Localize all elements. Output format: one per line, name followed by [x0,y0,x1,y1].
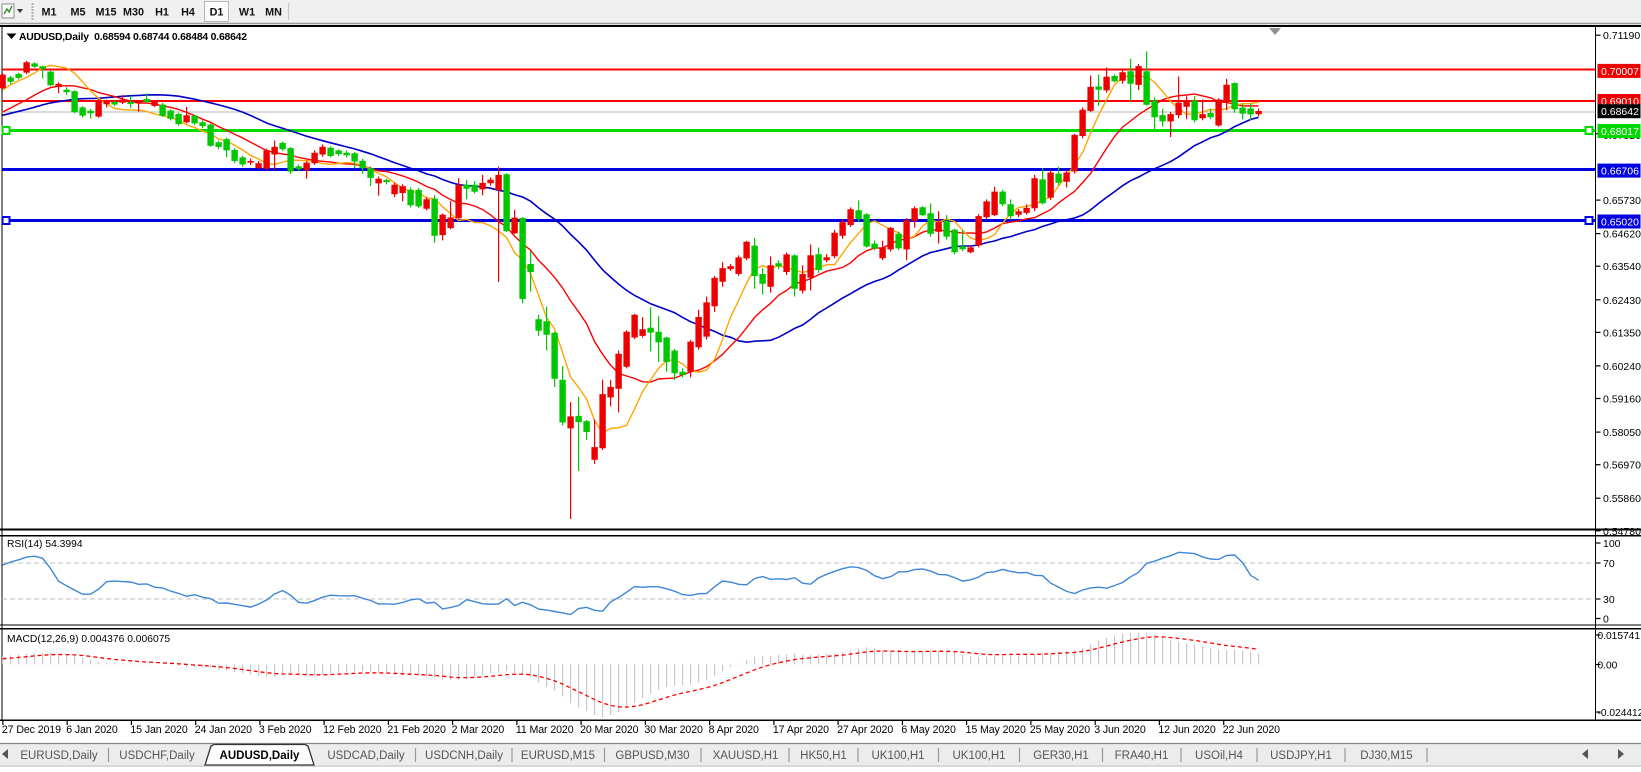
svg-text:22 Jun 2020: 22 Jun 2020 [1223,724,1280,736]
svg-text:17 Apr 2020: 17 Apr 2020 [773,724,829,736]
svg-text:0.58050: 0.58050 [1603,427,1641,439]
svg-text:3 Jun 2020: 3 Jun 2020 [1094,724,1146,736]
svg-text:27 Apr 2020: 27 Apr 2020 [837,724,893,736]
svg-text:UK100,H1: UK100,H1 [871,750,924,762]
svg-text:0.64620: 0.64620 [1603,229,1641,241]
svg-text:20 Mar 2020: 20 Mar 2020 [580,724,639,736]
svg-text:HK50,H1: HK50,H1 [800,750,847,762]
svg-text:W1: W1 [239,7,255,19]
svg-text:6 Jan 2020: 6 Jan 2020 [66,724,118,736]
svg-text:12 Feb 2020: 12 Feb 2020 [323,724,382,736]
svg-text:GER30,H1: GER30,H1 [1033,750,1089,762]
svg-text:0.63540: 0.63540 [1603,261,1641,273]
svg-text:25 May 2020: 25 May 2020 [1030,724,1090,736]
svg-text:27 Dec 2019: 27 Dec 2019 [2,724,61,736]
svg-text:30 Mar 2020: 30 Mar 2020 [644,724,703,736]
svg-text:0.61350: 0.61350 [1603,327,1641,339]
svg-text:0.59160: 0.59160 [1603,394,1641,406]
svg-text:0.60240: 0.60240 [1603,361,1641,373]
svg-text:UK100,H1: UK100,H1 [952,750,1005,762]
svg-text:0.015741: 0.015741 [1598,631,1641,642]
svg-text:15 May 2020: 15 May 2020 [966,724,1026,736]
svg-text:0.66706: 0.66706 [1601,166,1639,178]
svg-text:100: 100 [1603,538,1621,550]
svg-text:15 Jan 2020: 15 Jan 2020 [130,724,187,736]
svg-text:USDCNH,Daily: USDCNH,Daily [425,750,503,762]
svg-text:XAUUSD,H1: XAUUSD,H1 [713,750,779,762]
svg-text:8 Apr 2020: 8 Apr 2020 [709,724,759,736]
svg-text:EURUSD,M15: EURUSD,M15 [521,750,595,762]
svg-text:MN: MN [265,7,282,19]
svg-text:21 Feb 2020: 21 Feb 2020 [387,724,446,736]
svg-text:MACD(12,26,9) 0.004376 0.00607: MACD(12,26,9) 0.004376 0.006075 [7,634,170,645]
svg-text:0.56970: 0.56970 [1603,460,1641,472]
svg-text:30: 30 [1603,594,1615,606]
svg-text:11 Mar 2020: 11 Mar 2020 [516,724,574,736]
svg-text:0.65730: 0.65730 [1603,195,1641,207]
svg-text:0.55860: 0.55860 [1603,493,1641,505]
svg-text:DJ30,M15: DJ30,M15 [1360,750,1412,762]
svg-text:AUDUSD,Daily: AUDUSD,Daily [220,750,300,762]
svg-text:USDCAD,Daily: USDCAD,Daily [327,750,405,762]
svg-text:D1: D1 [210,7,224,19]
svg-text:0.65020: 0.65020 [1601,217,1639,229]
svg-text:0.00: 0.00 [1598,661,1618,672]
svg-text:0: 0 [1603,614,1609,626]
svg-text:USDCHF,Daily: USDCHF,Daily [119,750,195,762]
svg-text:RSI(14) 54.3994: RSI(14) 54.3994 [7,539,83,550]
svg-text:24 Jan 2020: 24 Jan 2020 [195,724,252,736]
svg-text:AUDUSD,Daily 0.68594 0.68744: AUDUSD,Daily 0.68594 0.68744 0.68484 0.6… [19,32,247,43]
svg-text:USOil,H4: USOil,H4 [1195,750,1244,762]
svg-text:EURUSD,Daily: EURUSD,Daily [20,750,98,762]
svg-text:USDJPY,H1: USDJPY,H1 [1270,750,1332,762]
svg-text:M30: M30 [123,7,144,19]
svg-text:-0.024412: -0.024412 [1598,708,1641,719]
svg-text:FRA40,H1: FRA40,H1 [1115,750,1169,762]
svg-text:H4: H4 [181,7,195,19]
svg-text:M15: M15 [95,7,116,19]
svg-text:3 Feb 2020: 3 Feb 2020 [259,724,312,736]
svg-text:0.68017: 0.68017 [1601,126,1639,138]
svg-text:M1: M1 [42,7,57,19]
svg-text:12 Jun 2020: 12 Jun 2020 [1158,724,1215,736]
svg-text:70: 70 [1603,558,1615,570]
svg-text:2 Mar 2020: 2 Mar 2020 [452,724,505,736]
svg-text:0.62430: 0.62430 [1603,295,1641,307]
svg-text:6 May 2020: 6 May 2020 [901,724,956,736]
svg-text:H1: H1 [155,7,169,19]
svg-text:0.70007: 0.70007 [1601,66,1639,78]
svg-text:M5: M5 [71,7,86,19]
svg-text:GBPUSD,M30: GBPUSD,M30 [615,750,689,762]
svg-text:0.71190: 0.71190 [1603,30,1640,42]
svg-text:0.68642: 0.68642 [1601,106,1639,118]
svg-text:0.54780: 0.54780 [1603,526,1641,538]
